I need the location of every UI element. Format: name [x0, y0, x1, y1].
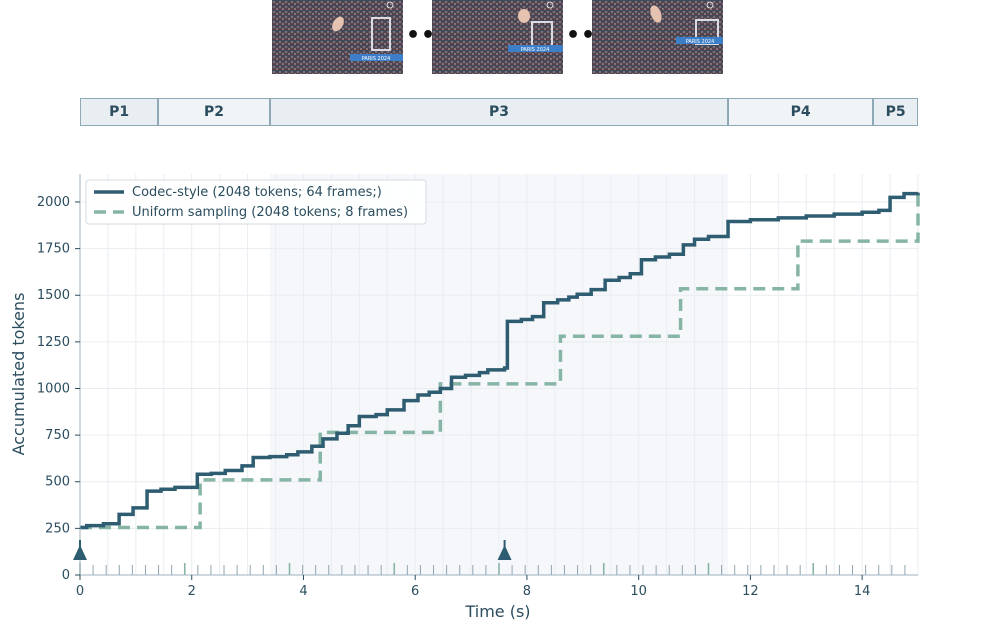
x-tick-label: 2	[188, 584, 196, 599]
x-tick-label: 8	[523, 584, 531, 599]
video-frame-2-image: PARIS 2024	[432, 0, 563, 74]
video-frame-3: PARIS 2024	[592, 0, 723, 74]
phase-p1: P1	[80, 98, 159, 126]
legend-codec-label: Codec-style (2048 tokens; 64 frames;)	[132, 185, 382, 200]
x-tick-label: 14	[854, 584, 871, 599]
x-tick-label: 4	[299, 584, 307, 599]
legend-box	[85, 179, 427, 225]
frame-banner-2: PARIS 2024	[521, 47, 550, 53]
phase-p3: P3	[269, 98, 729, 126]
video-frame-1-image: PARIS 2024	[272, 0, 403, 74]
series-uniform-line	[80, 193, 920, 530]
phase-bar: P1 P2 P3 P4 P5	[80, 98, 918, 126]
frame-banner-3: PARIS 2024	[686, 39, 715, 45]
y-tick-label: 2000	[37, 195, 70, 210]
x-axis-label: Time (s)	[464, 602, 530, 621]
y-tick-label: 1250	[37, 335, 70, 350]
x-tick-label: 6	[411, 584, 419, 599]
y-tick-label: 750	[45, 428, 70, 443]
frame-banner-1: PARIS 2024	[362, 56, 391, 62]
x-tick-label: 10	[630, 584, 647, 599]
phase-p2: P2	[158, 98, 270, 126]
x-tick-label: 0	[76, 584, 84, 599]
phase-p4: P4	[728, 98, 874, 126]
y-tick-label: 0	[62, 568, 70, 583]
y-tick-label: 1750	[37, 242, 70, 257]
video-frame-3-image: PARIS 2024	[592, 0, 723, 74]
video-frame-2: PARIS 2024	[432, 0, 563, 74]
y-tick-label: 1000	[37, 381, 70, 396]
y-tick-label: 500	[45, 475, 70, 490]
legend-uniform-label: Uniform sampling (2048 tokens; 8 frames)	[132, 205, 408, 220]
video-frame-1: PARIS 2024	[272, 0, 403, 74]
y-axis-label: Accumulated tokens	[9, 293, 28, 456]
keyframe-marker-icon	[497, 545, 512, 560]
series-codec-line	[80, 191, 920, 530]
y-tick-label: 1500	[37, 288, 70, 303]
phase-p5: P5	[873, 98, 918, 126]
x-tick-label: 12	[742, 584, 759, 599]
y-tick-label: 250	[45, 521, 70, 536]
keyframe-marker-icon	[73, 545, 87, 560]
